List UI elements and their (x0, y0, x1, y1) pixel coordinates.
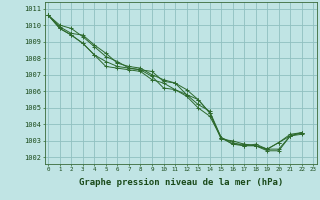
X-axis label: Graphe pression niveau de la mer (hPa): Graphe pression niveau de la mer (hPa) (79, 178, 283, 187)
